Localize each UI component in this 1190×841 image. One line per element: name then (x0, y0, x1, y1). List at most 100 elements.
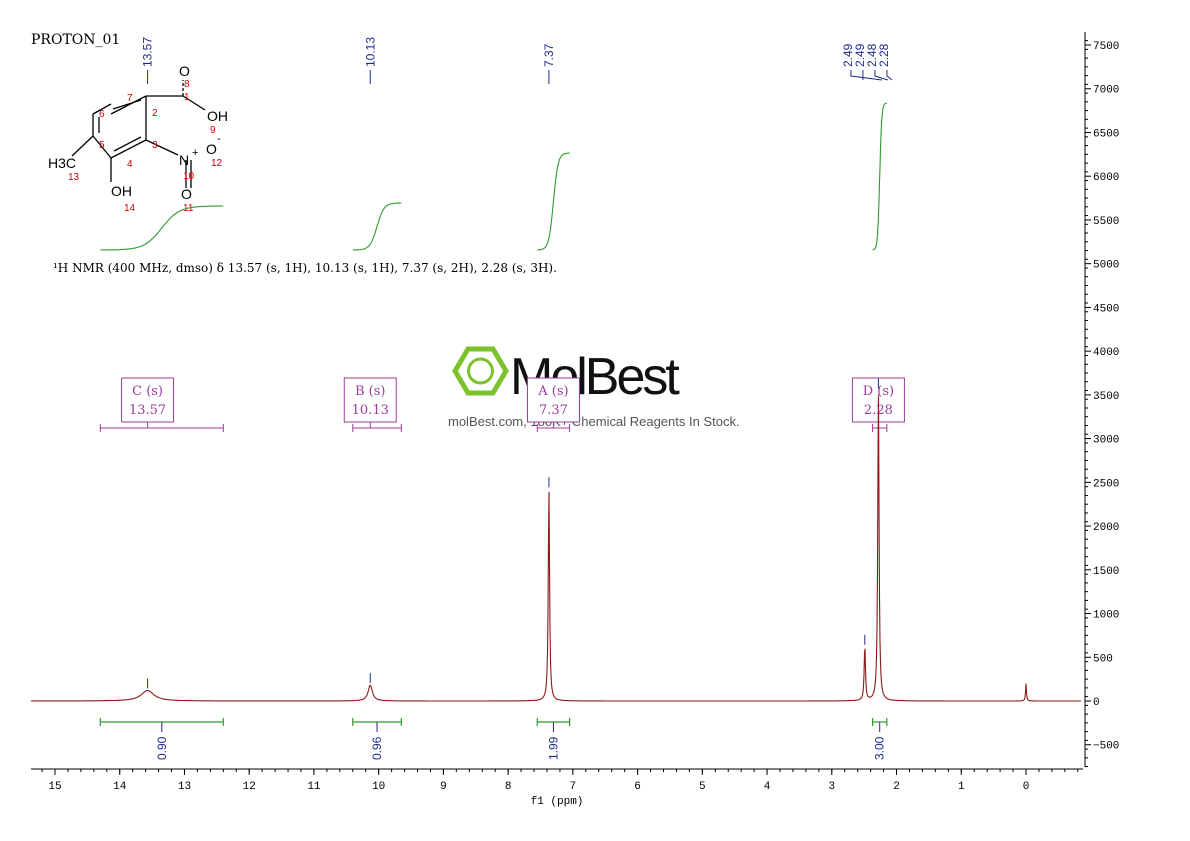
integral-value: 3.00 (873, 736, 887, 760)
integral-curve (537, 152, 570, 251)
benzene-logo-icon-ring (467, 357, 494, 385)
y-ticks: 7500700065006000550050004500400035003000… (1085, 40, 1119, 768)
multiplet-label: B (s) (355, 384, 386, 399)
y-tick-label: 6500 (1093, 128, 1119, 140)
multiplet-value: 7.37 (539, 403, 568, 418)
y-tick-label: 5000 (1093, 260, 1119, 272)
x-tick-label: 6 (634, 781, 641, 793)
peak-group-bracket (850, 70, 882, 81)
nitro-bond (145, 139, 179, 156)
x-axis-label: f1 (ppm) (531, 796, 584, 808)
x-tick-label: 7 (570, 781, 577, 793)
peak-top-label: 13.57 (141, 37, 155, 67)
hydroxyl-bond (182, 95, 206, 111)
ring-bond (92, 103, 112, 115)
x-tick-label: 0 (1023, 781, 1030, 793)
atom-n10-charge: + (192, 147, 198, 159)
atom-number-10: 10 (183, 171, 195, 182)
watermark: MolBest molBest.com, 180K+ Chemical Reag… (448, 346, 740, 429)
y-tick-label: 4500 (1093, 303, 1119, 315)
watermark-tagline: molBest.com, 180K+ Chemical Reagents In … (448, 414, 740, 429)
x-tick-label: 8 (505, 781, 512, 793)
integral-curves (100, 102, 887, 251)
nmr-summary: ¹H NMR (400 MHz, dmso) δ 13.57 (s, 1H), … (53, 261, 557, 275)
x-tick-label: 10 (372, 781, 385, 793)
x-tick-label: 2 (893, 781, 900, 793)
multiplet-box (526, 377, 580, 423)
methyl-bond (71, 135, 94, 157)
multiplet-box (343, 377, 397, 423)
atom-oh9: OH (207, 108, 228, 124)
ring-double-bond (112, 99, 142, 110)
ring-number-6: 6 (99, 109, 105, 120)
multiplet-label: C (s) (132, 384, 163, 399)
x-tick-label: 3 (828, 781, 835, 793)
ring-number-2: 2 (152, 108, 158, 119)
peak-group-label: 2.48 (865, 43, 879, 67)
y-tick-label: 3500 (1093, 391, 1119, 403)
x-tick-label: 12 (243, 781, 256, 793)
molecule-structure: O OH O - N + O OH H3C 8 9 12 10 11 14 13… (48, 63, 228, 214)
atom-number-9: 9 (210, 125, 216, 136)
y-tick-label: −500 (1093, 741, 1119, 753)
peak-group-label: 2.28 (877, 43, 891, 67)
x-tick-label: 13 (178, 781, 191, 793)
peak-group-bracket (886, 70, 893, 81)
peak-top-label: 10.13 (363, 37, 377, 67)
ring-bond (110, 139, 147, 159)
integral-value: 1.99 (546, 736, 560, 760)
ring-number-1: 1 (184, 92, 190, 103)
x-tick-label: 4 (764, 781, 771, 793)
spectrum-title: PROTON_01 (31, 32, 120, 48)
multiplet-value: 13.57 (129, 403, 166, 418)
y-tick-label: 2500 (1093, 478, 1119, 490)
ring-number-4: 4 (127, 159, 133, 170)
x-ticks: 15 14 13 12 11 10 9 8 7 6 5 4 3 2 1 0 (41, 769, 1079, 793)
x-tick-label: 5 (699, 781, 706, 793)
y-tick-label: 2000 (1093, 522, 1119, 534)
atom-number-12: 12 (211, 158, 223, 169)
ring-number-3: 3 (152, 140, 158, 151)
atom-o11: O (181, 186, 192, 202)
atom-number-8: 8 (184, 79, 190, 90)
spectrum (31, 378, 1081, 702)
integral-bars: 0.90 0.96 1.99 3.00 (99, 718, 888, 760)
ring-bond (110, 95, 147, 115)
x-tick-label: 9 (440, 781, 447, 793)
y-tick-label: 3000 (1093, 435, 1119, 447)
y-tick-label: 5500 (1093, 216, 1119, 228)
multiplet-label: D (s) (863, 384, 894, 399)
integral-curve (352, 202, 402, 251)
ring-bond (92, 135, 112, 159)
y-tick-label: 7500 (1093, 41, 1119, 53)
y-tick-label: 0 (1093, 697, 1100, 709)
integral-value: 0.90 (155, 736, 169, 760)
atom-n10: N (179, 152, 189, 168)
atom-o12-charge: - (217, 133, 221, 145)
benzene-logo-icon (452, 346, 509, 396)
x-tick-label: 1 (958, 781, 965, 793)
x-tick-label: 11 (307, 781, 321, 793)
atom-number-14: 14 (124, 203, 136, 214)
ring-double-bond (113, 136, 142, 152)
spectrum-line (31, 394, 1081, 702)
atom-h3c13: H3C (48, 155, 76, 171)
ring-number-7: 7 (127, 93, 133, 104)
y-tick-label: 7000 (1093, 85, 1119, 97)
integral-curve (100, 205, 224, 251)
peak-group-bracket (874, 70, 889, 81)
x-tick-label: 14 (113, 781, 127, 793)
y-tick-label: 500 (1093, 653, 1113, 665)
atom-number-13: 13 (68, 172, 80, 183)
atom-o8: O (179, 63, 190, 79)
peak-labels: 13.57 10.13 7.37 2.492.492.482.28 (141, 37, 893, 84)
multiplet-label: A (s) (537, 384, 568, 399)
multiplet-box (121, 377, 175, 423)
atom-oh14: OH (111, 183, 132, 199)
y-tick-label: 4000 (1093, 347, 1119, 359)
integral-curve (872, 102, 887, 251)
peak-group-label: 2.49 (841, 43, 855, 67)
peak-group-label: 2.49 (853, 43, 867, 67)
x-tick-label: 15 (48, 781, 61, 793)
